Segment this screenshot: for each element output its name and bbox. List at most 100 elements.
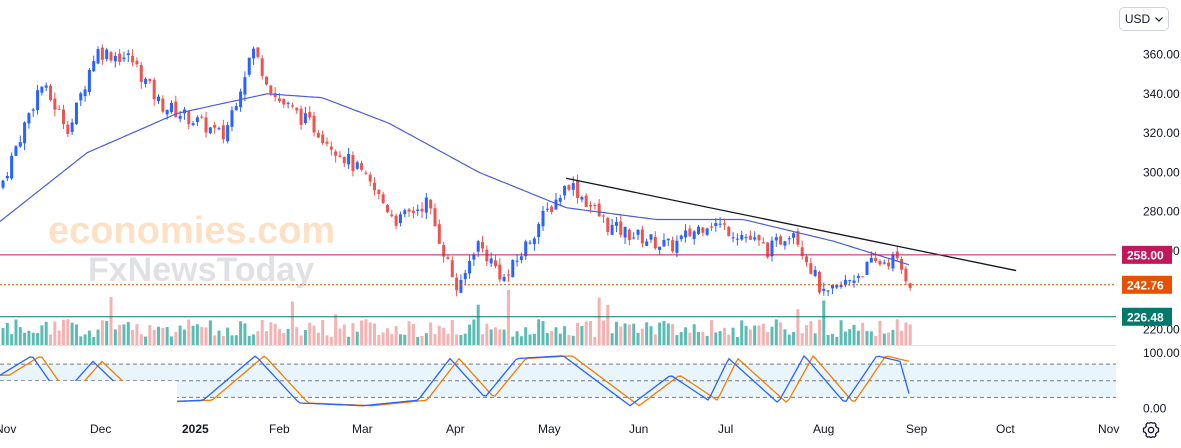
- candle-body: [636, 229, 640, 235]
- volume-bar: [113, 329, 117, 345]
- volume-bar: [221, 336, 225, 345]
- volume-bar: [481, 334, 485, 345]
- candle-body: [558, 197, 562, 202]
- volume-bar: [817, 319, 821, 345]
- candle-body: [44, 85, 48, 88]
- candle-body: [260, 58, 264, 76]
- candle-body: [627, 229, 631, 240]
- candle-body: [424, 197, 428, 213]
- volume-bar: [567, 334, 571, 345]
- candle-body: [334, 151, 338, 156]
- candle-body: [757, 234, 761, 241]
- volume-bar: [157, 326, 161, 345]
- candle-body: [277, 98, 281, 102]
- time-tick-label: Feb: [269, 422, 290, 436]
- candle-body: [312, 115, 316, 133]
- volume-bar: [861, 322, 865, 345]
- candle-body: [640, 229, 644, 244]
- time-axis[interactable]: Nov Dec 2025 Feb Mar Apr May Jun Jul Aug Sep Oct Nov: [0, 422, 1119, 436]
- volume-bar: [684, 327, 688, 345]
- candle-body: [347, 153, 351, 165]
- candle-body: [731, 237, 735, 239]
- candle-body: [273, 93, 277, 97]
- candle-body: [234, 106, 238, 111]
- volume-bar: [645, 322, 649, 345]
- volume-bar: [416, 336, 420, 345]
- volume-bar: [653, 334, 657, 345]
- candle-body: [576, 180, 580, 198]
- volume-bar: [830, 333, 834, 345]
- candle-body: [524, 241, 528, 257]
- volume-bar: [489, 329, 493, 345]
- volume-bar: [593, 336, 597, 345]
- volume-bar: [688, 332, 692, 345]
- volume-bar: [493, 327, 497, 345]
- candle-body: [265, 76, 269, 85]
- volume-bar: [666, 323, 670, 345]
- volume-bar: [753, 325, 757, 345]
- volume-bar: [455, 334, 459, 345]
- volume-bar: [273, 323, 277, 345]
- volume-bar: [49, 334, 53, 345]
- candle-body: [826, 290, 830, 292]
- chevron-down-icon: [1155, 16, 1164, 22]
- candle-body: [502, 277, 506, 281]
- volume-bar: [532, 333, 536, 345]
- volume-bar: [792, 331, 796, 345]
- volume-bar: [290, 301, 294, 345]
- volume-bar: [727, 334, 731, 345]
- volume-bar: [187, 319, 191, 345]
- candle-body: [563, 185, 567, 196]
- volume-bar: [636, 333, 640, 345]
- volume-bar: [40, 325, 44, 345]
- volume-bar: [411, 324, 415, 345]
- price-level-label-box: [1122, 307, 1172, 326]
- volume-bar: [226, 327, 230, 345]
- currency-selector-button[interactable]: USD: [1119, 7, 1169, 31]
- candle-body: [407, 209, 411, 212]
- time-tick-label: May: [538, 422, 561, 436]
- candle-body: [692, 231, 696, 239]
- candle-body: [468, 260, 472, 274]
- volume-bar: [632, 323, 636, 345]
- volume-bar: [589, 320, 593, 345]
- candle-body: [459, 279, 463, 293]
- candle-body: [666, 238, 670, 241]
- candle-body: [493, 260, 497, 267]
- candle-body: [308, 112, 312, 118]
- volume-bar: [476, 304, 480, 345]
- volume-bar: [398, 334, 402, 345]
- volume-bar: [584, 321, 588, 345]
- candle-body: [584, 195, 588, 207]
- volume-bar: [44, 321, 48, 345]
- volume-bar: [848, 329, 852, 345]
- watermark-line2: FxNewsToday: [88, 251, 314, 289]
- candle-body: [66, 124, 70, 134]
- candle-body: [519, 256, 523, 260]
- candle-body: [822, 288, 826, 291]
- candle-body: [597, 203, 601, 217]
- candle-body: [869, 257, 873, 263]
- candle-body: [139, 65, 143, 82]
- candle-body: [450, 260, 454, 278]
- volume-bar: [381, 332, 385, 345]
- gear-icon[interactable]: [1141, 420, 1161, 440]
- volume-bar: [887, 332, 891, 345]
- time-tick-label: 2025: [182, 422, 209, 436]
- volume-bar: [671, 324, 675, 345]
- price-axis-background: [1116, 0, 1181, 448]
- candle-body: [809, 263, 813, 274]
- candle-body: [325, 141, 329, 144]
- candle-body: [843, 279, 847, 286]
- volume-bar: [351, 323, 355, 345]
- volume-bar: [619, 326, 623, 345]
- candle-body: [679, 235, 683, 240]
- candle-body: [351, 155, 355, 172]
- volume-bar: [783, 329, 787, 345]
- price-tick-label: 280.00: [1143, 205, 1180, 219]
- time-tick-label: Jun: [629, 422, 648, 436]
- volume-bar: [446, 333, 450, 345]
- price-axis[interactable]: 360.00340.00320.00300.00280.00260.00220.…: [1116, 0, 1181, 448]
- candle-body: [269, 85, 273, 94]
